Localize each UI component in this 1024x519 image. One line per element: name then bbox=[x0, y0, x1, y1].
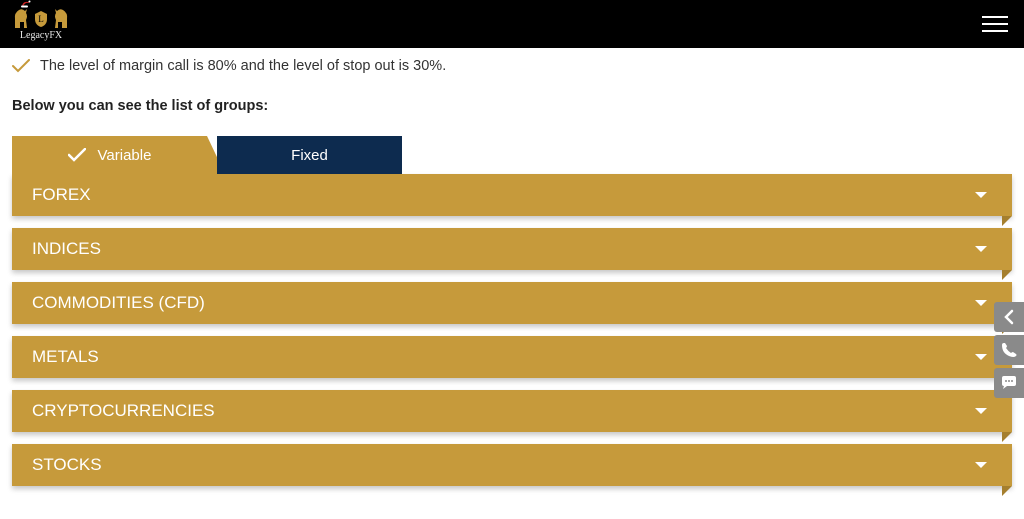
accordion-item-stocks[interactable]: STOCKS bbox=[12, 444, 1012, 486]
svg-text:L: L bbox=[38, 14, 44, 24]
accordion-label: COMMODITIES (CFD) bbox=[32, 293, 205, 313]
accordion-item-indices[interactable]: INDICES bbox=[12, 228, 1012, 270]
santa-hat-icon bbox=[21, 0, 31, 8]
contact-widget bbox=[994, 302, 1024, 401]
chevron-down-icon bbox=[974, 461, 988, 469]
chat-button[interactable] bbox=[994, 368, 1024, 398]
lion-right-icon bbox=[50, 7, 70, 29]
chevron-down-icon bbox=[974, 191, 988, 199]
tab-fixed-label: Fixed bbox=[291, 147, 328, 164]
shield-icon: L bbox=[34, 11, 48, 27]
check-icon bbox=[12, 59, 30, 73]
check-icon bbox=[68, 148, 86, 162]
margin-info-line: The level of margin call is 80% and the … bbox=[12, 58, 1012, 74]
lion-left-icon bbox=[12, 7, 32, 29]
accordion-label: METALS bbox=[32, 347, 99, 367]
main-content: The level of margin call is 80% and the … bbox=[0, 48, 1024, 486]
groups-subheading: Below you can see the list of groups: bbox=[12, 98, 1012, 114]
accordion-item-commodities[interactable]: COMMODITIES (CFD) bbox=[12, 282, 1012, 324]
chevron-left-icon bbox=[1000, 308, 1018, 326]
hamburger-line bbox=[982, 16, 1008, 18]
chevron-down-icon bbox=[974, 245, 988, 253]
chat-icon bbox=[1000, 374, 1018, 392]
accordion-item-crypto[interactable]: CRYPTOCURRENCIES bbox=[12, 390, 1012, 432]
accordion-label: INDICES bbox=[32, 239, 101, 259]
logo-icons: L bbox=[12, 7, 70, 29]
brand-name: LegacyFX bbox=[20, 31, 62, 41]
phone-button[interactable] bbox=[994, 335, 1024, 365]
phone-icon bbox=[1000, 341, 1018, 359]
accordion-label: CRYPTOCURRENCIES bbox=[32, 401, 215, 421]
tab-variable-label: Variable bbox=[98, 147, 152, 164]
tab-variable[interactable]: Variable bbox=[12, 136, 207, 174]
accordion-item-forex[interactable]: FOREX bbox=[12, 174, 1012, 216]
chevron-down-icon bbox=[974, 299, 988, 307]
hamburger-line bbox=[982, 23, 1008, 25]
margin-info-text: The level of margin call is 80% and the … bbox=[40, 58, 446, 74]
spread-tabs: Variable Fixed bbox=[12, 136, 1012, 174]
brand-logo[interactable]: L LegacyFX bbox=[12, 7, 70, 41]
chevron-down-icon bbox=[974, 407, 988, 415]
accordion-label: FOREX bbox=[32, 185, 91, 205]
accordion-item-metals[interactable]: METALS bbox=[12, 336, 1012, 378]
collapse-button[interactable] bbox=[994, 302, 1024, 332]
groups-accordion: FOREX INDICES COMMODITIES (CFD) METALS C… bbox=[12, 174, 1012, 486]
hamburger-line bbox=[982, 30, 1008, 32]
tab-fixed[interactable]: Fixed bbox=[217, 136, 402, 174]
accordion-label: STOCKS bbox=[32, 455, 102, 475]
top-header: L LegacyFX bbox=[0, 0, 1024, 48]
chevron-down-icon bbox=[974, 353, 988, 361]
menu-button[interactable] bbox=[978, 12, 1012, 36]
